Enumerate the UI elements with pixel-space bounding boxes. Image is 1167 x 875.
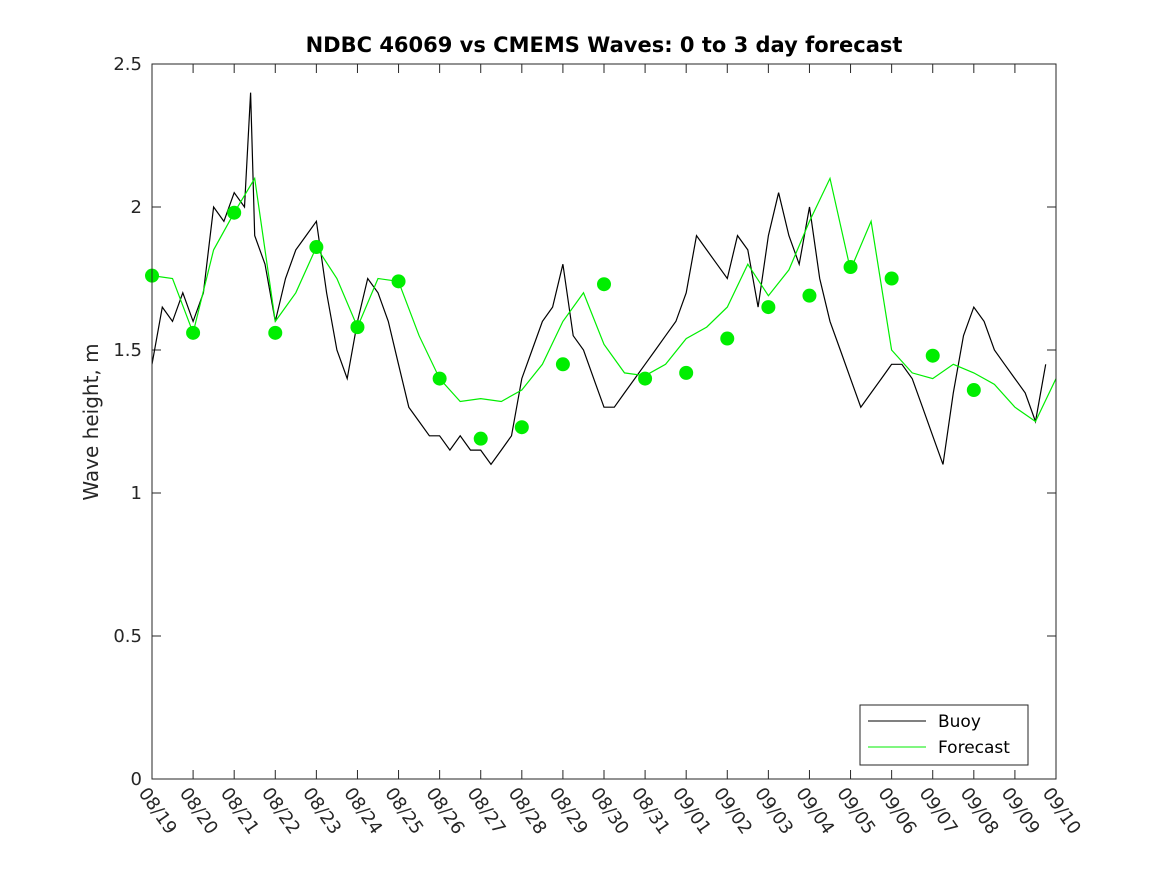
- y-tick-label: 1.5: [113, 340, 142, 361]
- x-tick-label: 08/28: [504, 784, 551, 839]
- x-tick-label: 09/02: [709, 784, 756, 839]
- forecast-marker: [309, 240, 324, 255]
- forecast-marker: [638, 371, 653, 386]
- y-tick-label: 2.5: [113, 54, 142, 75]
- legend-box: [859, 704, 1029, 766]
- x-tick-label: 08/26: [422, 784, 469, 839]
- y-tick-label: 2: [131, 197, 142, 218]
- buoy-series-line: [152, 92, 1047, 466]
- forecast-marker: [843, 260, 858, 275]
- x-tick-label: 09/08: [956, 784, 1003, 839]
- x-tick-label: 08/27: [463, 784, 510, 839]
- chart-title: NDBC 46069 vs CMEMS Waves: 0 to 3 day fo…: [306, 33, 903, 57]
- x-tick-label: 08/23: [298, 784, 345, 839]
- forecast-marker: [761, 300, 776, 315]
- forecast-marker: [884, 271, 899, 286]
- forecast-marker: [720, 331, 735, 346]
- x-tick-label: 09/09: [997, 784, 1044, 839]
- y-tick-label: 0: [131, 769, 142, 790]
- forecast-marker: [597, 277, 611, 292]
- forecast-marker: [473, 431, 488, 446]
- x-tick-label: 09/04: [791, 784, 838, 839]
- x-tick-label: 09/01: [668, 784, 715, 839]
- forecast-marker: [966, 383, 981, 398]
- x-tick-label: 08/29: [545, 784, 592, 839]
- forecast-marker: [802, 288, 817, 303]
- y-axis-title: Wave height, m: [79, 343, 103, 500]
- forecast-marker: [186, 325, 201, 340]
- legend-buoy-label: Buoy: [938, 712, 981, 732]
- x-tick-label: 08/24: [339, 784, 386, 839]
- x-tick-label: 09/05: [832, 784, 879, 839]
- forecast-marker: [268, 325, 283, 340]
- y-tick-label: 0.5: [113, 626, 142, 647]
- x-tick-label: 09/07: [915, 784, 962, 839]
- forecast-marker: [432, 371, 447, 386]
- x-tick-label: 09/06: [874, 784, 921, 839]
- x-tick-label: 08/20: [175, 784, 222, 839]
- x-tick-label: 08/31: [627, 784, 674, 839]
- x-tick-label: 09/03: [750, 784, 797, 839]
- forecast-marker: [925, 348, 940, 363]
- x-tick-label: 08/25: [380, 784, 427, 839]
- plot-frame: [151, 63, 1057, 780]
- forecast-series-line: [152, 176, 1056, 423]
- legend: Buoy Forecast: [859, 704, 1029, 766]
- forecast-marker: [391, 274, 406, 289]
- forecast-marker: [679, 365, 694, 380]
- forecast-marker: [555, 357, 570, 372]
- forecast-marker: [350, 320, 365, 335]
- y-tick-label: 1: [131, 483, 142, 504]
- x-tick-label: 08/21: [216, 784, 263, 839]
- x-tick-label: 08/30: [586, 784, 633, 839]
- x-tick-label: 08/22: [257, 784, 304, 839]
- x-tick-label: 08/19: [134, 784, 181, 839]
- forecast-marker: [514, 420, 529, 435]
- x-tick-label: 09/10: [1038, 784, 1085, 839]
- legend-forecast-label: Forecast: [938, 738, 1010, 758]
- forecast-marker: [227, 205, 242, 220]
